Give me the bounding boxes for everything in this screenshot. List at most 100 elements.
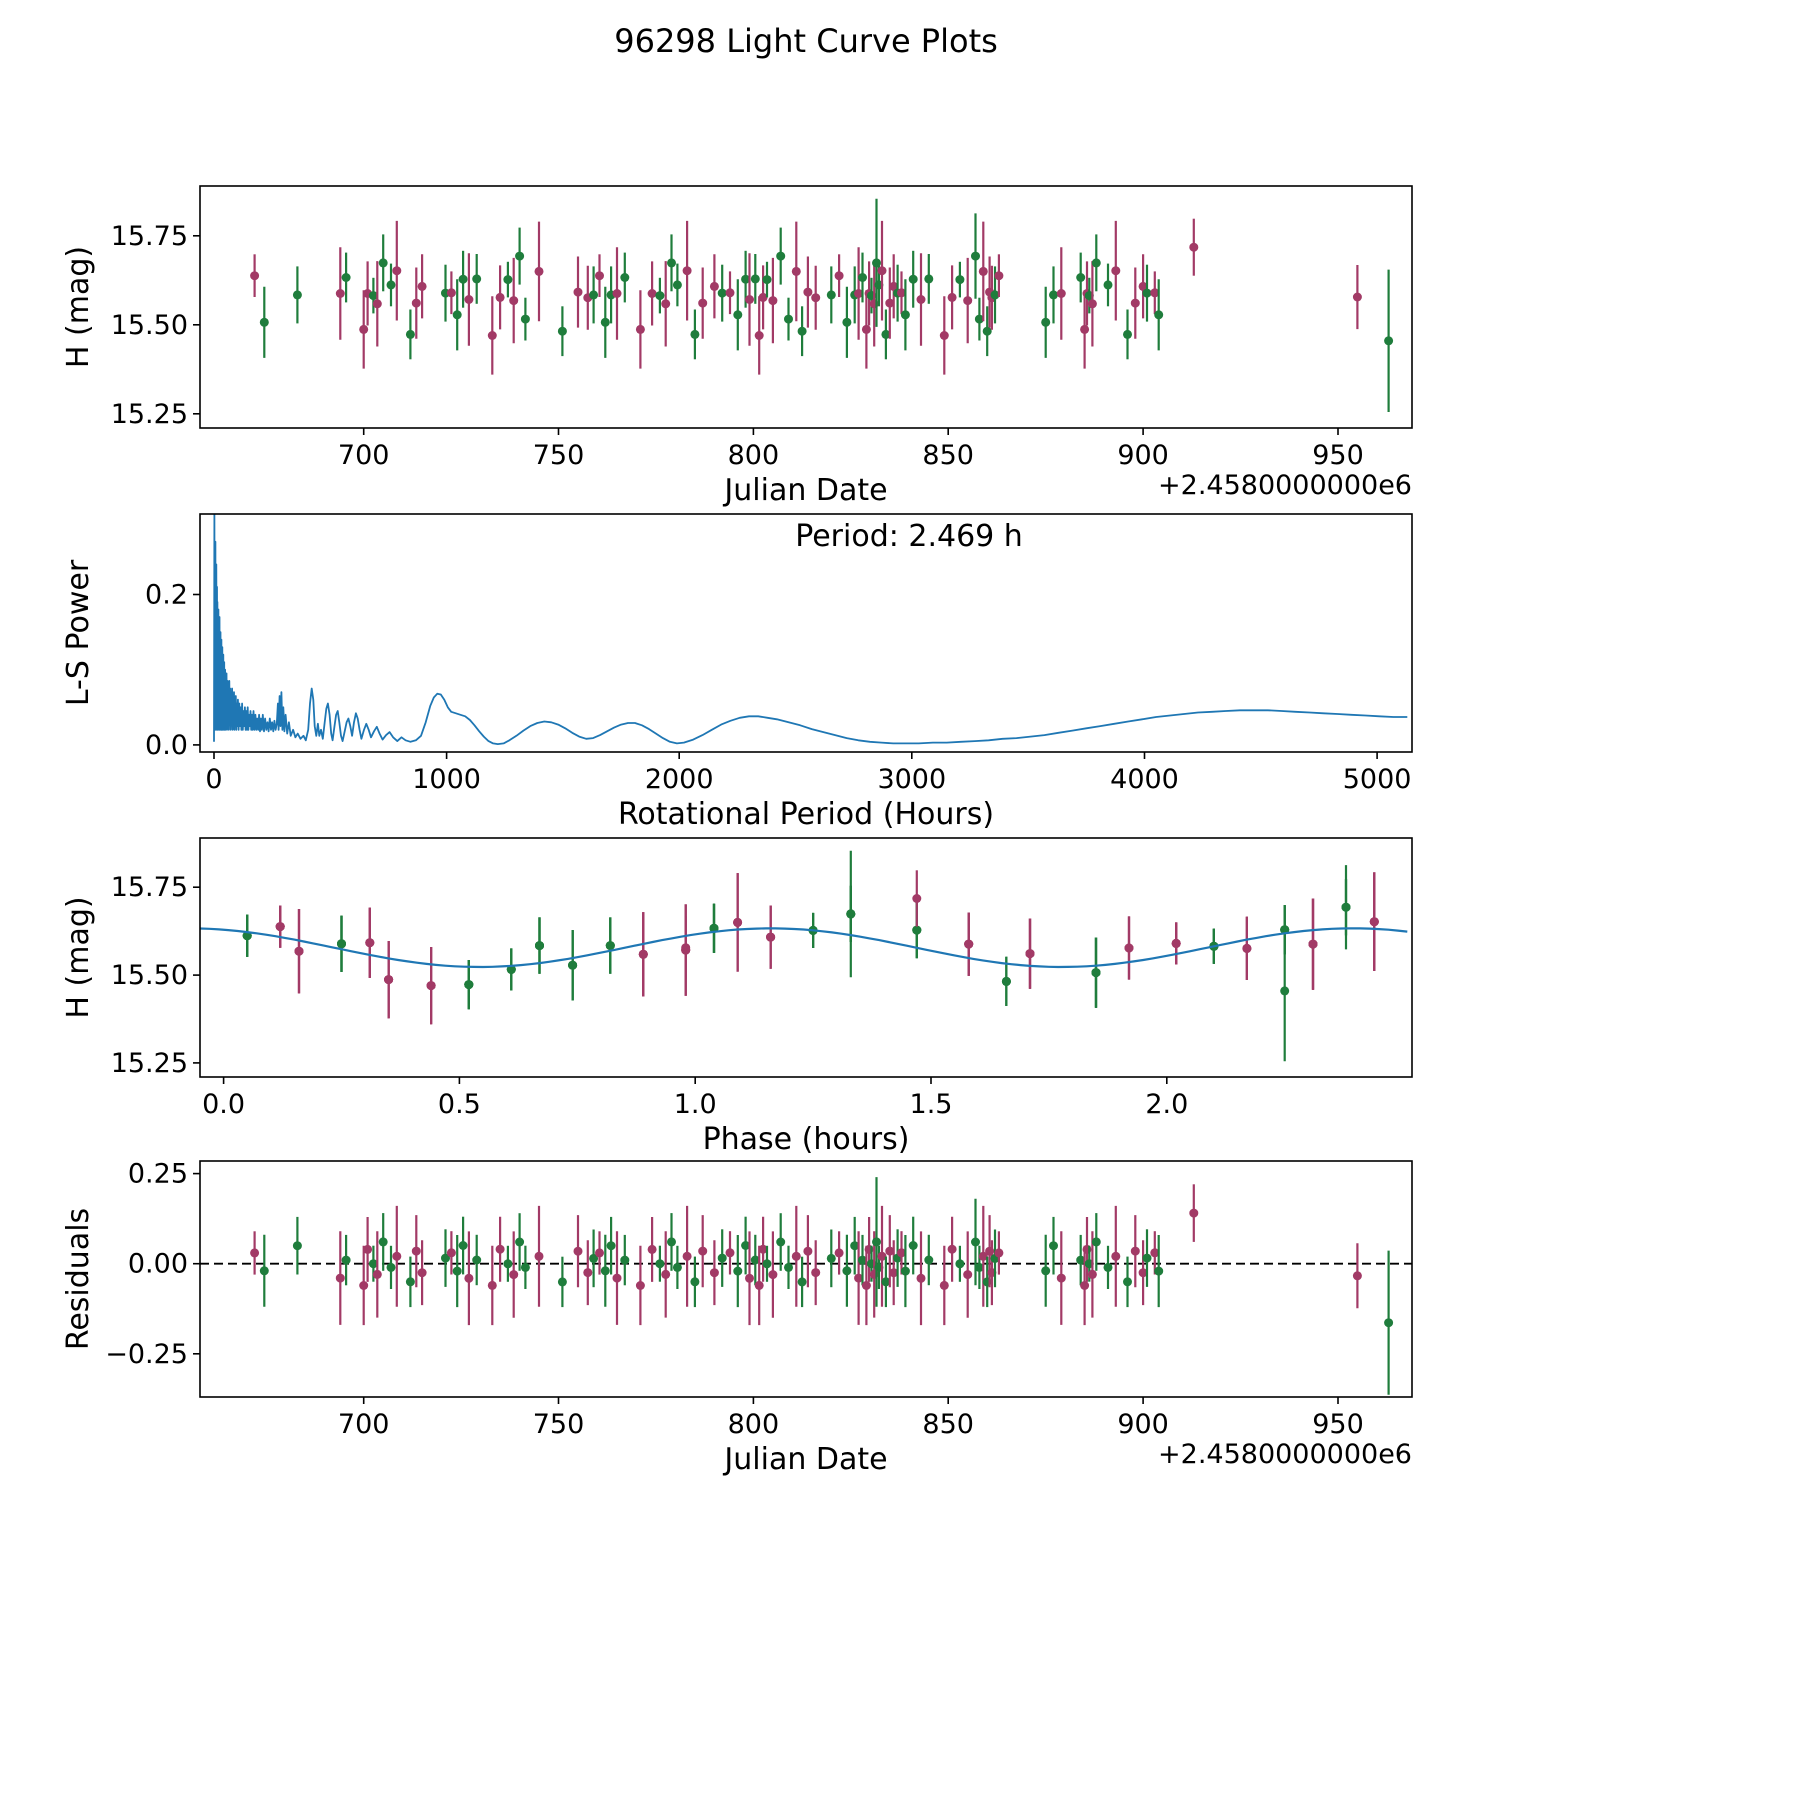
data-point — [568, 960, 578, 970]
data-point — [1352, 1271, 1362, 1281]
data-point — [378, 258, 388, 268]
data-point — [1076, 1255, 1086, 1265]
y-axis-label: Residuals — [61, 1208, 96, 1350]
data-point — [971, 1237, 980, 1247]
data-point — [1076, 273, 1086, 282]
data-point — [1308, 939, 1318, 949]
data-point — [872, 1237, 881, 1247]
data-point — [534, 1251, 544, 1261]
data-point — [259, 317, 269, 327]
data-point — [754, 331, 764, 340]
data-point — [745, 1273, 754, 1283]
data-point — [1103, 280, 1113, 290]
data-point — [378, 1237, 388, 1247]
data-point — [250, 271, 260, 281]
data-point — [589, 1253, 599, 1263]
data-point — [682, 266, 692, 276]
data-point — [392, 266, 402, 276]
x-offset-label: +2.4580000000e6 — [1158, 1439, 1412, 1470]
y-tick-label: 15.75 — [111, 872, 188, 903]
y-tick-label: 15.25 — [111, 1048, 188, 1079]
data-point — [1142, 1253, 1152, 1263]
data-point — [1025, 949, 1035, 959]
y-axis-label: L-S Power — [61, 559, 96, 706]
data-point — [417, 1268, 427, 1278]
data-point — [1087, 1269, 1097, 1279]
data-point — [964, 939, 974, 949]
data-point — [520, 1262, 530, 1272]
data-point — [750, 1255, 760, 1265]
data-point — [725, 1248, 735, 1258]
data-point — [994, 1248, 1004, 1258]
data-point — [978, 1251, 988, 1261]
data-point — [667, 1237, 676, 1247]
data-point — [335, 1273, 345, 1283]
data-point — [503, 275, 513, 285]
data-point — [1142, 288, 1152, 298]
data-point — [638, 949, 648, 959]
data-point — [620, 273, 630, 282]
data-point — [900, 1266, 910, 1276]
data-point — [733, 1266, 743, 1276]
x-offset-label: +2.4580000000e6 — [1158, 470, 1412, 501]
data-point — [509, 296, 519, 306]
data-point — [766, 932, 776, 942]
axes-box — [199, 837, 1413, 1078]
data-point — [947, 1244, 957, 1254]
x-tick-label: 3000 — [877, 764, 946, 795]
data-point — [709, 281, 719, 291]
data-point — [600, 1266, 610, 1276]
data-point — [924, 274, 934, 284]
data-point — [534, 266, 544, 276]
data-point — [784, 1262, 793, 1272]
data-point — [672, 280, 682, 290]
data-point — [803, 287, 813, 297]
data-point — [1124, 943, 1134, 953]
data-point — [506, 965, 516, 974]
x-tick-label: 700 — [338, 440, 390, 471]
data-point — [359, 1281, 369, 1290]
data-point — [359, 324, 369, 334]
x-tick-label: 850 — [922, 440, 974, 471]
data-point — [341, 273, 351, 282]
data-point — [446, 288, 456, 298]
data-point — [1352, 292, 1362, 302]
data-point — [842, 1266, 852, 1276]
data-point — [1341, 902, 1351, 912]
data-point — [1154, 1266, 1164, 1276]
data-point — [1280, 986, 1290, 996]
data-point — [834, 1248, 844, 1258]
data-point — [487, 1280, 497, 1290]
data-point — [635, 1281, 645, 1290]
data-point — [292, 1241, 302, 1251]
data-point — [441, 1253, 450, 1263]
axes-box — [199, 1160, 1413, 1398]
x-axis-label: Phase (hours) — [703, 1122, 910, 1157]
data-point — [405, 1277, 415, 1287]
data-point — [1091, 968, 1101, 978]
data-point — [446, 1248, 456, 1258]
data-point — [826, 1253, 836, 1263]
data-point — [464, 1273, 474, 1283]
data-point — [386, 280, 396, 290]
data-point — [365, 938, 375, 948]
data-point — [452, 1266, 462, 1276]
data-point — [690, 1277, 700, 1287]
data-point — [368, 291, 378, 301]
data-point — [947, 292, 957, 302]
x-tick-label: 2000 — [645, 764, 714, 795]
data-point — [452, 310, 462, 320]
data-point — [768, 296, 778, 306]
data-point — [974, 1262, 984, 1272]
data-point — [1189, 242, 1199, 252]
data-point — [784, 314, 793, 324]
axes-box — [199, 513, 1413, 753]
x-tick-label: 0 — [205, 764, 222, 795]
panel-phase-fold: 0.0 0.5 1.0 1.5 2.0 15.25 15.50 15.75 Phase (hou… — [61, 837, 1413, 1157]
data-point — [762, 1259, 772, 1269]
data-point — [877, 266, 887, 276]
y-tick-label: 0.2 — [145, 580, 188, 611]
data-point — [341, 1255, 351, 1265]
data-point — [294, 946, 304, 956]
data-point — [861, 1281, 871, 1290]
